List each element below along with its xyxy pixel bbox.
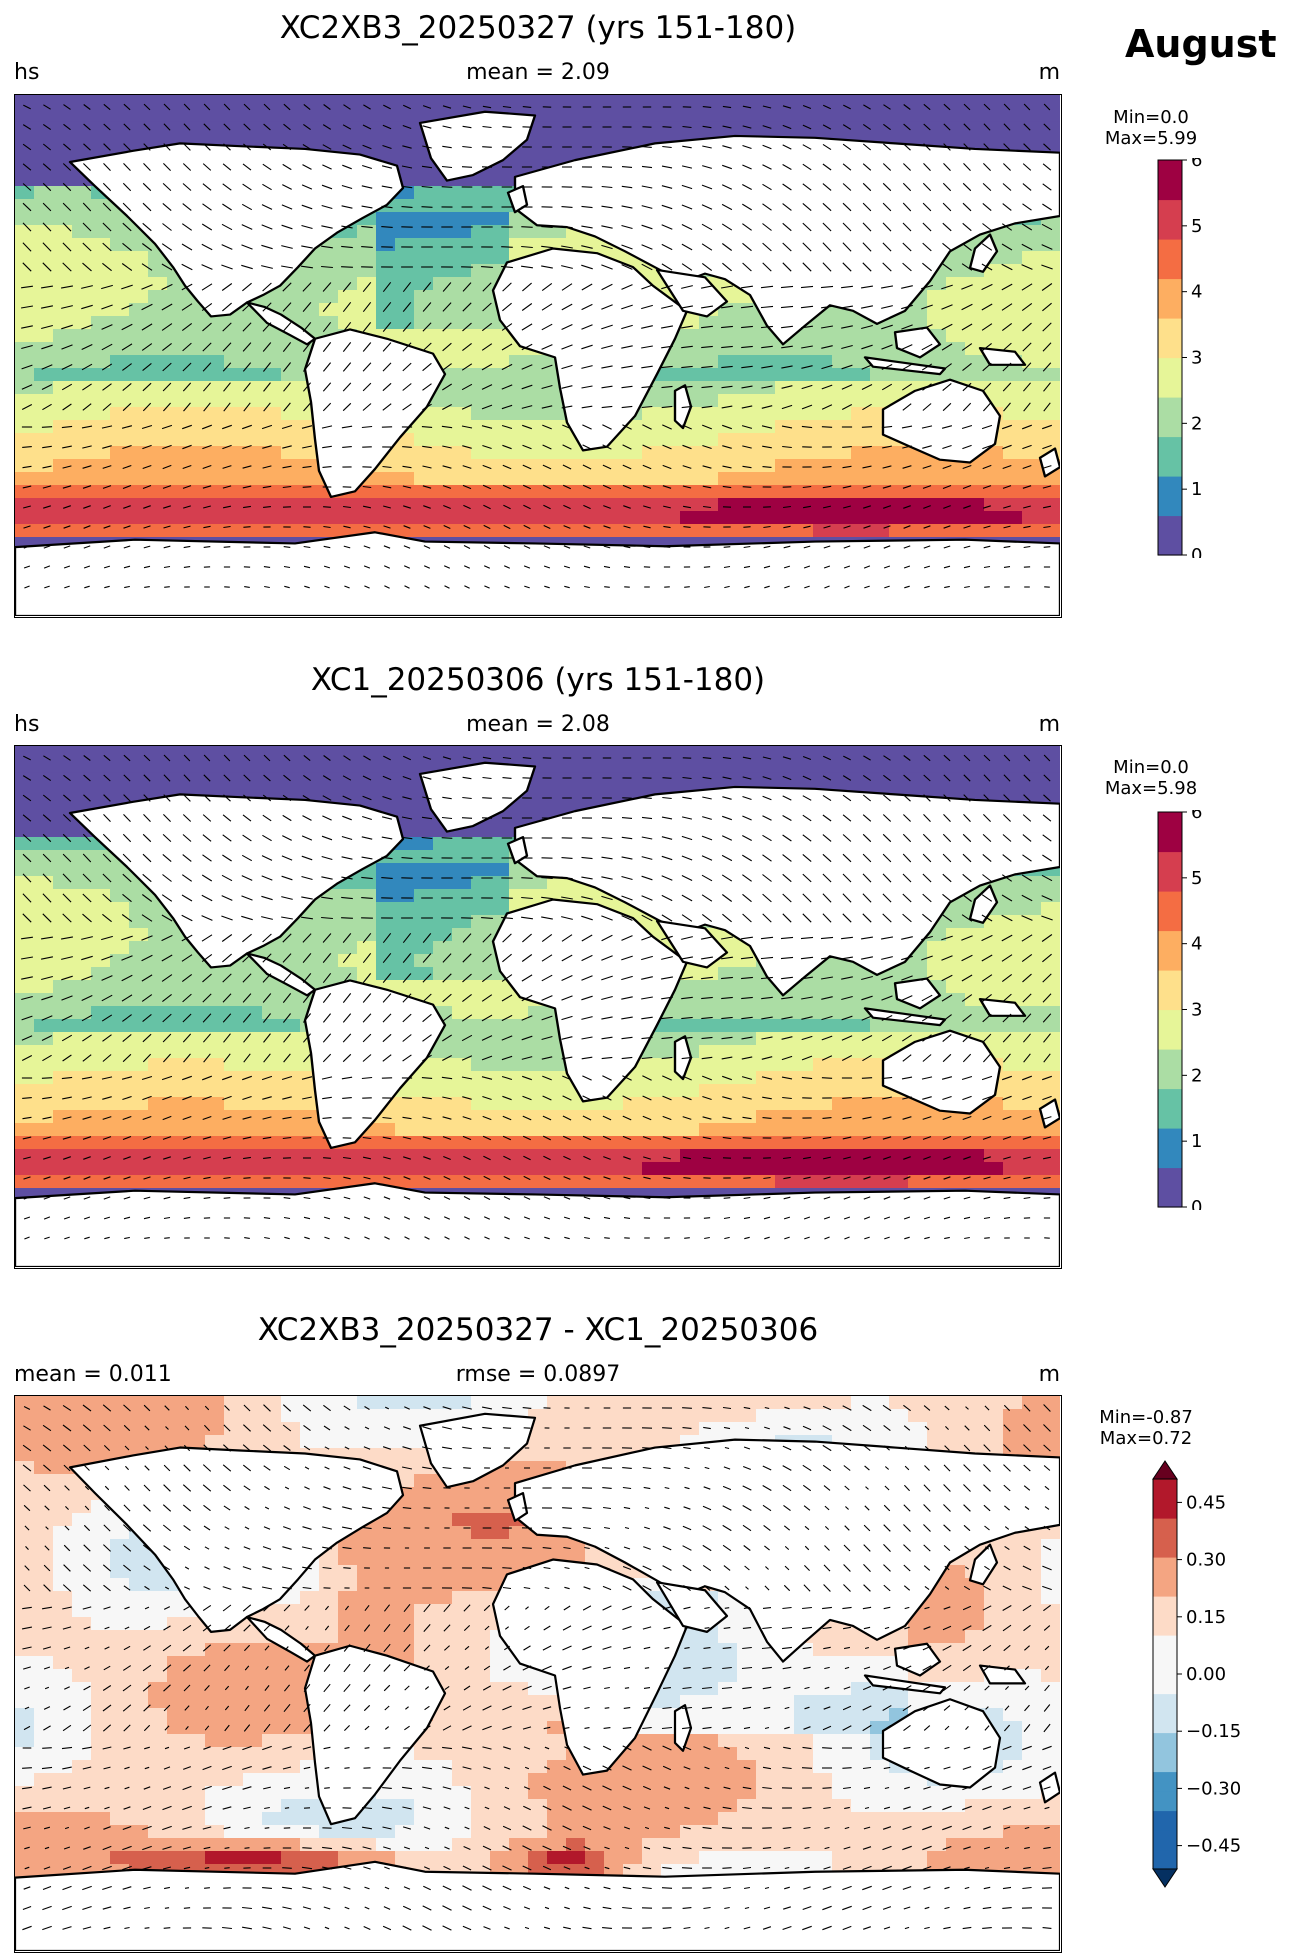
panel-1-colorbar-max: Max=5.99	[1105, 128, 1197, 149]
colorbar-segment	[1158, 1010, 1182, 1050]
panel-2-title: XC1_20250306 (yrs 151-180)	[311, 662, 765, 698]
colorbar-segment	[1158, 852, 1182, 892]
colorbar-segment	[1153, 1830, 1177, 1850]
colorbar-tick-label: 0.00	[1186, 1664, 1226, 1685]
colorbar-extend-max	[1153, 1461, 1177, 1479]
colorbar-segment	[1153, 1752, 1177, 1772]
colorbar-segment	[1153, 1674, 1177, 1694]
colorbar-tick-label: −0.30	[1186, 1778, 1241, 1799]
colorbar-segment	[1153, 1616, 1177, 1636]
panel-3-map	[14, 1395, 1062, 1953]
panel-1-title: XC2XB3_20250327 (yrs 151-180)	[280, 10, 797, 46]
colorbar-segment	[1153, 1811, 1177, 1831]
panel-2-colorbar: 0 1 2 3 4 5 6	[1155, 810, 1275, 1210]
colorbar-segment	[1158, 516, 1182, 556]
colorbar-segment	[1153, 1577, 1177, 1597]
panel-1-colorbar-stats: Min=0.0 Max=5.99	[1105, 107, 1197, 149]
colorbar-segment	[1158, 437, 1182, 477]
colorbar-segment	[1153, 1538, 1177, 1558]
month-title: August	[1125, 22, 1277, 66]
colorbar-tick-label: 3	[1191, 1000, 1202, 1021]
panel-2-map	[14, 745, 1062, 1269]
colorbar-segment	[1153, 1655, 1177, 1675]
colorbar-segment	[1153, 1635, 1177, 1655]
colorbar-tick-label: 5	[1191, 868, 1202, 889]
panel-1-mean-label: mean = 2.09	[466, 60, 610, 85]
panel-3-colorbar-stats: Min=-0.87 Max=0.72	[1099, 1407, 1193, 1449]
panel-3-rmse-label: rmse = 0.0897	[456, 1362, 620, 1387]
colorbar-tick-label: −0.45	[1186, 1836, 1241, 1857]
colorbar-tick-label: 2	[1191, 413, 1202, 434]
panel-3-title: XC2XB3_20250327 - XC1_20250306	[258, 1312, 818, 1348]
colorbar-segment	[1158, 160, 1182, 200]
colorbar-segment	[1158, 891, 1182, 931]
colorbar-segment	[1158, 397, 1182, 437]
panel-1-colorbar: 0 1 2 3 4 5 6	[1155, 158, 1275, 558]
colorbar-segment	[1153, 1733, 1177, 1753]
colorbar-segment	[1158, 239, 1182, 279]
colorbar-segment	[1153, 1499, 1177, 1519]
colorbar-segment	[1158, 318, 1182, 358]
colorbar-segment	[1158, 358, 1182, 398]
colorbar-tick-label: 0	[1191, 1197, 1202, 1210]
panel-2-colorbar-min: Min=0.0	[1105, 757, 1197, 778]
panel-3-colorbar-min: Min=-0.87	[1099, 1407, 1193, 1428]
colorbar-segment	[1158, 279, 1182, 319]
panel-2-colorbar-max: Max=5.98	[1105, 778, 1197, 799]
colorbar-segment	[1158, 1089, 1182, 1129]
colorbar-segment	[1158, 476, 1182, 516]
colorbar-segment	[1158, 812, 1182, 852]
colorbar-tick-label: 3	[1191, 348, 1202, 369]
colorbar-segment	[1153, 1596, 1177, 1616]
colorbar-tick-label: 4	[1191, 934, 1202, 955]
panel-3-mean-label: mean = 0.011	[14, 1362, 172, 1387]
colorbar-tick-label: 5	[1191, 216, 1202, 237]
colorbar-segment	[1158, 1168, 1182, 1208]
colorbar-extend-min	[1153, 1869, 1177, 1887]
panel-3-colorbar: −0.45 −0.30 −0.15 0.00 0.15 0.30 0.45	[1150, 1459, 1290, 1889]
colorbar-segment	[1158, 200, 1182, 240]
colorbar-tick-label: 6	[1191, 158, 1202, 171]
panel-3-units-label: m	[1039, 1362, 1060, 1387]
panel-3-colorbar-max: Max=0.72	[1099, 1428, 1193, 1449]
panel-2-variable-label: hs	[14, 712, 39, 737]
colorbar-tick-label: 0.45	[1186, 1492, 1226, 1513]
colorbar-segment	[1158, 931, 1182, 971]
colorbar-segment	[1153, 1791, 1177, 1811]
colorbar-tick-label: 0	[1191, 545, 1202, 558]
colorbar-segment	[1158, 1049, 1182, 1089]
colorbar-tick-label: 2	[1191, 1065, 1202, 1086]
colorbar-tick-label: 0.30	[1186, 1550, 1226, 1571]
colorbar-tick-label: 1	[1191, 1131, 1202, 1152]
colorbar-segment	[1153, 1479, 1177, 1499]
colorbar-segment	[1158, 970, 1182, 1010]
colorbar-segment	[1153, 1850, 1177, 1870]
colorbar-segment	[1153, 1518, 1177, 1538]
colorbar-segment	[1153, 1772, 1177, 1792]
colorbar-tick-label: −0.15	[1186, 1721, 1241, 1742]
colorbar-tick-label: 0.15	[1186, 1607, 1226, 1628]
colorbar-segment	[1153, 1713, 1177, 1733]
colorbar-segment	[1158, 1128, 1182, 1168]
panel-1-map	[14, 94, 1062, 618]
panel-1-colorbar-min: Min=0.0	[1105, 107, 1197, 128]
panel-1-units-label: m	[1039, 60, 1060, 85]
panel-2-units-label: m	[1039, 712, 1060, 737]
colorbar-segment	[1153, 1694, 1177, 1714]
colorbar-segment	[1153, 1557, 1177, 1577]
colorbar-tick-label: 6	[1191, 810, 1202, 823]
panel-2-mean-label: mean = 2.08	[466, 712, 610, 737]
panel-2-colorbar-stats: Min=0.0 Max=5.98	[1105, 757, 1197, 799]
colorbar-tick-label: 1	[1191, 479, 1202, 500]
panel-1-variable-label: hs	[14, 60, 39, 85]
colorbar-tick-label: 4	[1191, 282, 1202, 303]
